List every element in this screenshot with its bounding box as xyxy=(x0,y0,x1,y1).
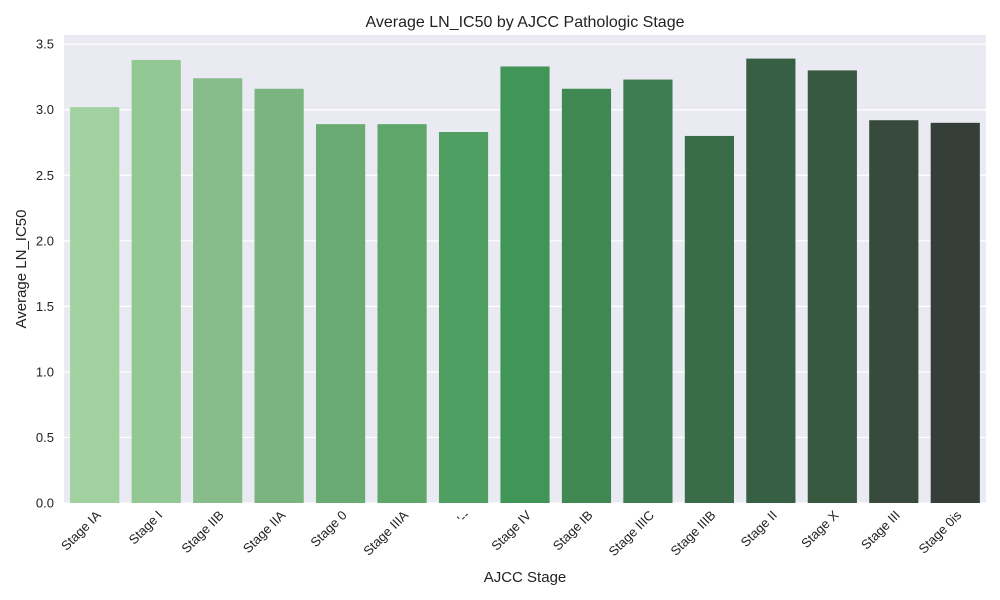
bar xyxy=(869,120,919,503)
x-axis-ticks: Stage IA Stage I Stage IIB Stage IIA Stage 0… xyxy=(58,507,965,559)
x-tick-label: Stage IIB xyxy=(178,508,226,556)
bar xyxy=(684,135,734,504)
bar xyxy=(316,124,366,504)
bar xyxy=(746,58,796,503)
bar xyxy=(438,132,489,503)
bar xyxy=(561,88,612,504)
y-axis-ticks: 0.0 0.5 1.0 1.5 2.0 2.5 3.0 3.5 xyxy=(36,37,54,511)
bar xyxy=(930,122,980,503)
bar xyxy=(131,59,181,503)
bar xyxy=(623,79,673,504)
bars xyxy=(70,58,980,504)
x-tick-label: '-- xyxy=(454,508,472,526)
bar xyxy=(70,107,120,504)
bar xyxy=(807,70,857,503)
bar xyxy=(377,124,427,504)
x-tick-label: Stage IIIC xyxy=(606,508,657,559)
x-tick-label: Stage 0 xyxy=(307,508,349,550)
x-tick-label: Stage IIIB xyxy=(668,508,719,559)
y-tick-label: 2.0 xyxy=(36,233,54,248)
y-tick-label: 1.5 xyxy=(36,299,54,314)
x-tick-label: Stage III xyxy=(858,508,903,553)
y-tick-label: 0.0 xyxy=(36,496,54,511)
chart-title: Average LN_IC50 by AJCC Pathologic Stage xyxy=(365,14,684,31)
x-tick-label: Stage IA xyxy=(58,507,104,553)
y-tick-label: 2.5 xyxy=(36,168,54,183)
x-tick-label: Stage 0is xyxy=(915,507,964,556)
y-tick-label: 1.0 xyxy=(36,364,54,379)
x-tick-label: Stage I xyxy=(126,508,166,548)
x-tick-label: Stage IV xyxy=(488,507,534,553)
x-tick-label: Stage IB xyxy=(550,508,596,554)
bar xyxy=(254,88,304,504)
x-tick-label: Stage IIA xyxy=(240,507,289,556)
y-tick-label: 0.5 xyxy=(36,430,54,445)
bar xyxy=(193,78,243,504)
x-axis-title: AJCC Stage xyxy=(484,569,567,586)
y-axis-title: Average LN_IC50 xyxy=(13,210,30,329)
x-tick-label: Stage II xyxy=(738,508,780,550)
y-tick-label: 3.0 xyxy=(36,102,54,117)
x-tick-label: Stage IIIA xyxy=(360,507,411,558)
y-tick-label: 3.5 xyxy=(36,37,54,52)
x-tick-label: Stage X xyxy=(798,507,842,551)
bar xyxy=(500,66,550,503)
